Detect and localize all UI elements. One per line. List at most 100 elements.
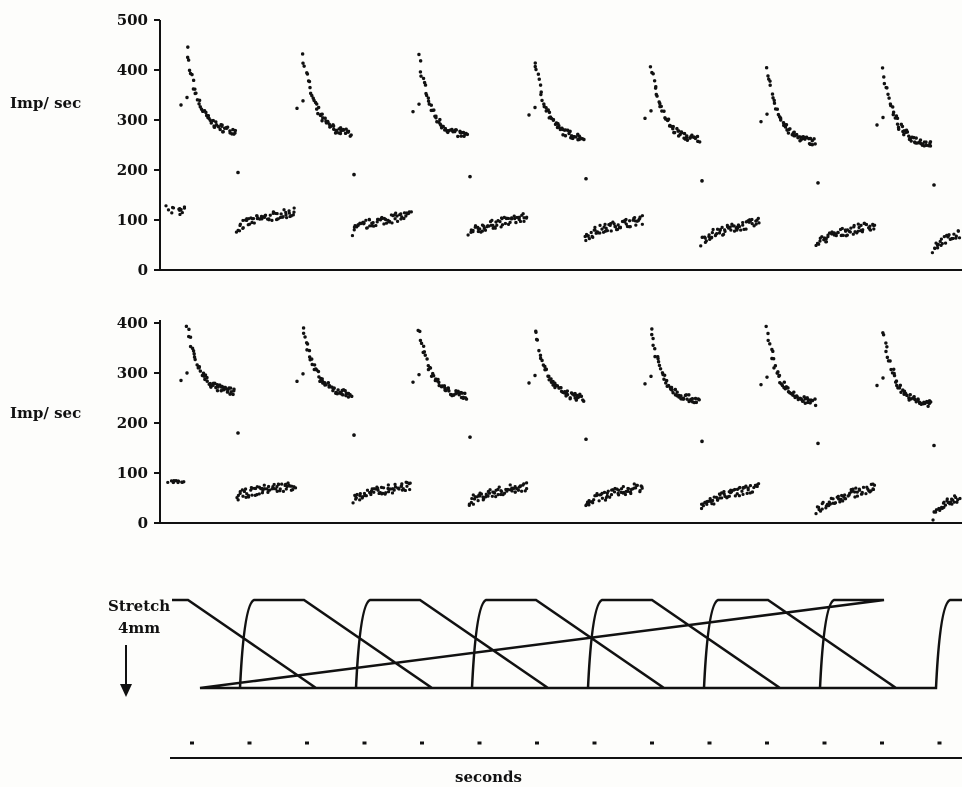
data-point bbox=[932, 183, 936, 187]
data-point bbox=[498, 220, 502, 224]
data-point bbox=[563, 134, 568, 138]
data-point bbox=[856, 222, 860, 226]
data-point bbox=[368, 224, 372, 228]
data-point bbox=[617, 488, 621, 492]
data-point bbox=[885, 355, 890, 360]
data-point bbox=[331, 386, 336, 391]
data-point bbox=[784, 123, 789, 127]
data-point bbox=[495, 223, 499, 227]
data-point bbox=[813, 403, 818, 408]
data-point bbox=[212, 125, 217, 129]
data-point bbox=[393, 217, 397, 221]
data-point bbox=[355, 492, 359, 497]
top-panel: Imp/ sec 0 100 200 300 400 500 bbox=[10, 11, 962, 279]
data-point bbox=[640, 486, 644, 490]
data-point bbox=[576, 395, 581, 399]
data-point bbox=[803, 401, 807, 405]
data-point bbox=[209, 121, 213, 125]
data-point bbox=[828, 502, 832, 506]
data-point bbox=[460, 391, 464, 395]
data-point bbox=[417, 102, 421, 106]
data-point bbox=[655, 94, 659, 98]
data-point bbox=[744, 484, 748, 488]
data-point bbox=[341, 393, 345, 397]
data-point bbox=[421, 76, 426, 81]
data-point bbox=[263, 213, 268, 217]
data-point bbox=[821, 500, 825, 504]
data-point bbox=[777, 374, 781, 378]
data-point bbox=[898, 383, 903, 388]
y-tick-label: 200 bbox=[117, 414, 148, 432]
data-point bbox=[709, 236, 713, 240]
data-point bbox=[679, 394, 683, 398]
data-point bbox=[930, 251, 935, 255]
data-point bbox=[951, 236, 955, 241]
middle-firing-rate-points bbox=[166, 324, 962, 522]
data-point bbox=[418, 338, 423, 343]
data-point bbox=[715, 227, 720, 231]
data-point bbox=[276, 482, 280, 486]
data-point bbox=[272, 482, 276, 487]
data-point bbox=[857, 487, 861, 491]
data-point bbox=[522, 482, 526, 486]
data-point bbox=[400, 215, 404, 219]
data-point bbox=[428, 365, 432, 370]
data-point bbox=[902, 132, 906, 137]
data-point bbox=[423, 83, 428, 87]
data-point bbox=[394, 211, 398, 215]
data-point bbox=[488, 488, 492, 492]
data-point bbox=[473, 224, 478, 228]
data-point bbox=[513, 217, 517, 221]
data-point bbox=[604, 226, 608, 230]
data-point bbox=[768, 83, 772, 87]
data-point bbox=[597, 499, 601, 503]
data-point bbox=[279, 212, 283, 216]
data-point bbox=[806, 398, 810, 402]
data-point bbox=[275, 211, 279, 216]
data-point bbox=[205, 375, 209, 380]
data-point bbox=[589, 230, 593, 235]
data-point bbox=[238, 223, 242, 228]
data-point bbox=[537, 77, 541, 81]
data-point bbox=[779, 118, 783, 122]
data-point bbox=[408, 481, 412, 485]
data-point bbox=[197, 365, 201, 370]
data-point bbox=[324, 383, 328, 387]
data-point bbox=[198, 369, 203, 373]
data-point bbox=[533, 373, 537, 378]
data-point bbox=[756, 216, 760, 220]
data-point bbox=[884, 85, 888, 90]
data-point bbox=[331, 124, 336, 128]
data-point bbox=[598, 223, 602, 227]
data-point bbox=[527, 381, 531, 385]
data-point bbox=[584, 437, 588, 442]
data-point bbox=[685, 134, 689, 138]
data-point bbox=[795, 395, 799, 399]
data-point bbox=[182, 206, 187, 210]
middle-y-ticks: 0 100 200 300 400 bbox=[117, 314, 160, 532]
data-point bbox=[395, 219, 400, 223]
data-point bbox=[349, 133, 353, 137]
y-tick-label: 500 bbox=[117, 11, 148, 29]
data-point bbox=[662, 377, 666, 381]
data-point bbox=[591, 501, 595, 505]
data-point bbox=[773, 364, 778, 368]
data-point bbox=[869, 489, 873, 493]
data-point bbox=[800, 399, 805, 403]
data-point bbox=[438, 117, 442, 122]
data-point bbox=[653, 354, 657, 359]
data-point bbox=[411, 109, 415, 114]
data-point bbox=[287, 211, 291, 215]
data-point bbox=[399, 212, 403, 216]
data-point bbox=[612, 490, 617, 494]
data-point bbox=[247, 222, 252, 226]
data-point bbox=[307, 79, 312, 84]
data-point bbox=[225, 390, 230, 394]
data-point bbox=[746, 488, 750, 492]
data-point bbox=[476, 499, 480, 503]
data-point bbox=[496, 493, 500, 497]
data-point bbox=[386, 483, 390, 487]
data-point bbox=[764, 66, 769, 70]
data-point bbox=[193, 357, 197, 362]
data-point bbox=[463, 391, 467, 396]
